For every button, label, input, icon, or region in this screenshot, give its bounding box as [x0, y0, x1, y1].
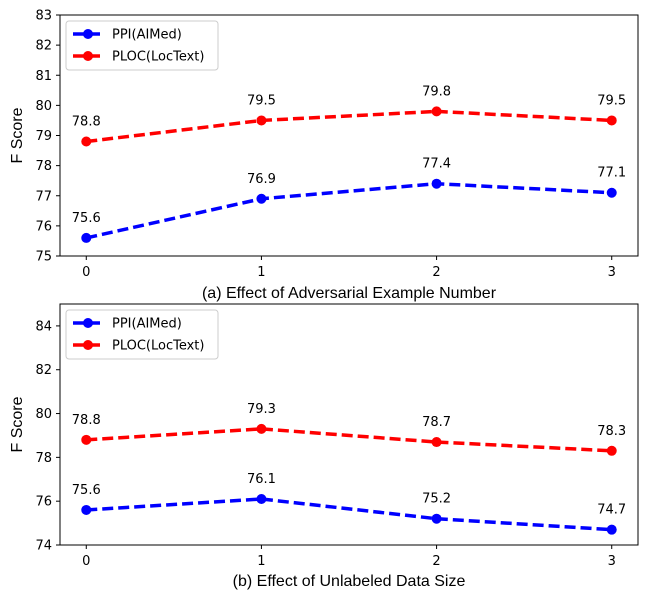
legend-marker [83, 29, 93, 39]
y-tick-label: 80 [35, 407, 52, 422]
y-tick-label: 82 [35, 363, 52, 378]
x-tick-label: 0 [82, 554, 90, 569]
y-tick-label: 78 [35, 451, 52, 466]
data-point [81, 136, 92, 147]
data-label: 78.3 [597, 424, 626, 439]
x-tick-label: 0 [82, 265, 90, 280]
legend-box [65, 20, 219, 71]
legend: PPI(AIMed) PLOC(LocText) [65, 309, 219, 360]
legend-marker [83, 51, 93, 61]
series-line [86, 497, 612, 532]
data-point [606, 115, 617, 126]
y-tick-label: 82 [35, 39, 52, 54]
data-label: 75.6 [72, 483, 101, 498]
data-label: 79.5 [247, 93, 276, 108]
y-tick-label: 76 [35, 495, 52, 510]
x-tick-label: 2 [432, 265, 440, 280]
data-label: 75.6 [72, 211, 101, 226]
x-tick-label: 1 [257, 265, 265, 280]
x-tick-label: 3 [608, 554, 616, 569]
data-label: 77.4 [422, 157, 451, 172]
chart-panel-1: 74 76 78 80 82 84 0 1 2 3 (b) Effect of Unlabeled … [9, 303, 639, 590]
legend-marker [83, 340, 93, 350]
data-point [256, 493, 267, 504]
data-label: 76.1 [247, 472, 276, 487]
data-point [431, 437, 442, 448]
data-point [431, 178, 442, 189]
y-tick-label: 80 [35, 99, 52, 114]
y-tick-label: 84 [35, 319, 52, 334]
y-tick-label: 79 [35, 129, 52, 144]
x-tick-label: 3 [608, 265, 616, 280]
data-point [606, 187, 617, 198]
data-point [431, 106, 442, 117]
data-label: 79.3 [247, 402, 276, 417]
data-point [431, 513, 442, 524]
legend-label: PPI(AIMed) [112, 317, 182, 332]
y-tick-label: 83 [35, 9, 52, 24]
data-label: 79.8 [422, 84, 451, 99]
y-tick-label: 78 [35, 159, 52, 174]
legend-label: PLOC(LocText) [112, 50, 204, 65]
legend-label: PLOC(LocText) [112, 339, 204, 354]
x-axis-label: (b) Effect of Unlabeled Data Size [233, 573, 466, 590]
x-axis-label: (a) Effect of Adversarial Example Number [202, 285, 497, 302]
data-point [81, 232, 92, 243]
data-label: 77.1 [597, 166, 626, 181]
data-point [256, 193, 267, 204]
series-line [85, 181, 612, 240]
data-label: 79.5 [597, 93, 626, 108]
chart-panel-0: 75 76 77 78 79 80 81 82 83 0 1 2 3 (a) Effect of Adve… [9, 9, 639, 302]
y-tick-label: 76 [35, 219, 52, 234]
legend-marker [83, 318, 93, 328]
data-point [81, 504, 92, 515]
data-label: 78.8 [72, 413, 101, 428]
y-tick-label: 74 [35, 539, 52, 554]
legend-label: PPI(AIMed) [112, 28, 182, 43]
data-label: 76.9 [247, 172, 276, 187]
data-label: 74.7 [597, 503, 626, 518]
y-tick-label: 81 [35, 69, 52, 84]
series-line [86, 109, 612, 144]
data-label: 78.8 [72, 115, 101, 130]
data-point [606, 445, 617, 456]
y-axis-label: F Score [9, 396, 26, 452]
series-line [86, 427, 612, 453]
data-point [256, 423, 267, 434]
legend: PPI(AIMed) PLOC(LocText) [65, 20, 219, 71]
data-label: 78.7 [422, 415, 451, 430]
x-tick-label: 1 [257, 554, 265, 569]
data-point [81, 434, 92, 445]
y-tick-label: 77 [35, 189, 52, 204]
legend-box [65, 309, 219, 360]
y-axis-label: F Score [9, 107, 26, 163]
data-point [256, 115, 267, 126]
data-point [606, 524, 617, 535]
x-tick-label: 2 [432, 554, 440, 569]
plot-frame [59, 303, 639, 546]
data-label: 75.2 [422, 492, 451, 507]
y-tick-label: 75 [35, 250, 52, 265]
